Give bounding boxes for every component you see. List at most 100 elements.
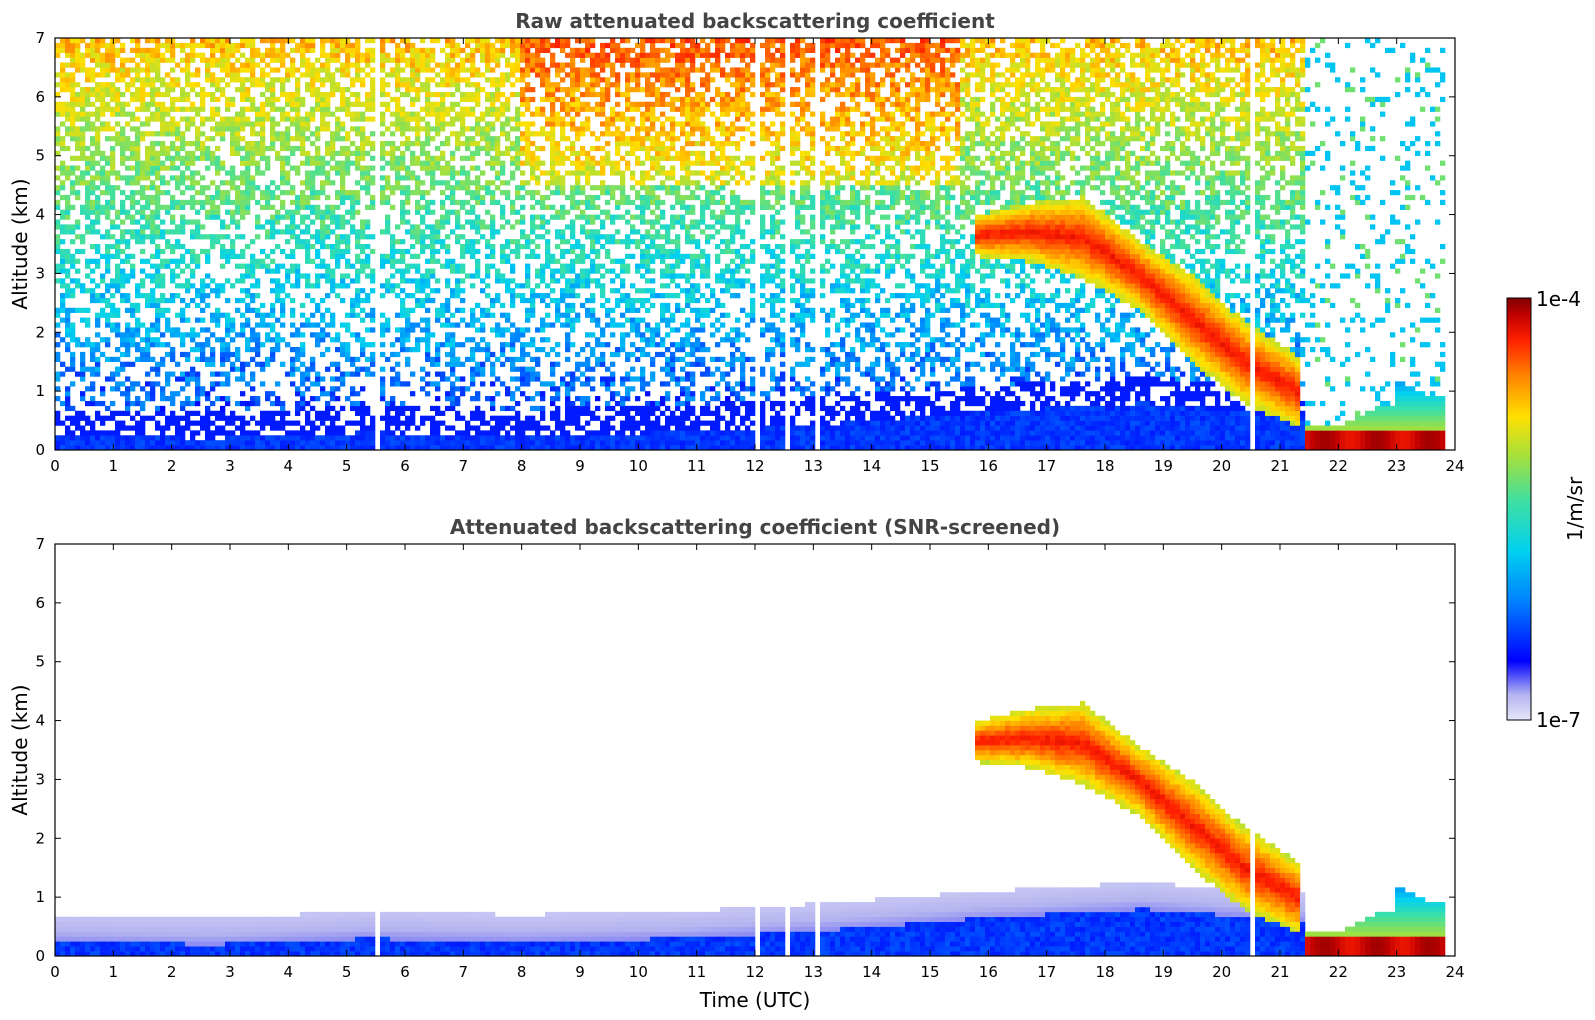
heatmap-cell [85,155,91,161]
heatmap-cell [325,268,331,274]
heatmap-cell [265,219,271,225]
heatmap-cell [550,87,556,93]
heatmap-cell [520,101,526,107]
heatmap-cell [90,224,96,230]
heatmap-cell [225,106,231,112]
heatmap-cell [415,234,421,240]
heatmap-cell [560,229,566,235]
heatmap-cell [80,57,86,63]
heatmap-cell [290,136,296,142]
heatmap-cell [80,430,86,436]
heatmap-cell [510,47,516,54]
heatmap-cell [135,180,141,186]
heatmap-cell [110,219,116,225]
heatmap-cell [310,160,316,166]
heatmap-cell [310,381,316,387]
heatmap-cell [395,82,401,88]
heatmap-cell [200,391,206,397]
heatmap-cell [55,141,61,147]
heatmap-cell [400,67,406,73]
heatmap-cell [470,381,476,387]
heatmap-cell [280,82,286,88]
heatmap-cell [560,101,566,107]
heatmap-cell [425,204,431,210]
heatmap-cell [575,155,581,161]
heatmap-cell [355,77,361,83]
heatmap-cell [290,371,296,377]
heatmap-cell [185,420,191,426]
heatmap-cell [240,96,246,103]
heatmap-cell [110,185,116,191]
heatmap-cell [295,278,301,284]
heatmap-cell [245,190,251,196]
heatmap-cell [85,273,91,279]
heatmap-cell [65,145,71,152]
heatmap-cell [395,62,401,68]
heatmap-cell [130,219,136,225]
heatmap-cell [410,57,416,63]
heatmap-cell [135,283,141,289]
heatmap-cell [460,165,466,171]
heatmap-cell [520,150,526,157]
heatmap-cell [225,381,231,387]
heatmap-cell [385,317,391,323]
heatmap-cell [560,376,566,382]
heatmap-cell [270,307,276,313]
heatmap-cell [420,52,426,58]
heatmap-cell [565,38,571,44]
heatmap-cell [330,317,336,323]
heatmap-cell [435,430,441,436]
heatmap-cell [455,307,461,313]
heatmap-cell [125,327,131,333]
heatmap-cell [415,204,421,210]
heatmap-cell [495,297,501,304]
heatmap-cell [460,116,466,122]
heatmap-cell [170,82,176,88]
heatmap-cell [190,435,196,441]
heatmap-cell [520,420,526,426]
heatmap-cell [540,435,546,441]
heatmap-cell [560,190,566,196]
heatmap-cell [445,185,451,191]
heatmap-cell [115,356,121,363]
heatmap-cell [365,180,371,186]
heatmap-cell [170,145,176,152]
heatmap-cell [70,136,76,142]
heatmap-cell [120,283,126,289]
heatmap-cell [435,420,441,426]
heatmap-cell [235,263,241,269]
heatmap-cell [320,52,326,58]
heatmap-cell [60,293,66,299]
heatmap-cell [360,410,366,416]
heatmap-cell [410,190,416,196]
heatmap-cell [105,91,111,98]
heatmap-cell [350,199,356,206]
heatmap-cell [90,371,96,377]
heatmap-cell [55,47,61,54]
heatmap-cell [280,248,286,255]
heatmap-cell [195,82,201,88]
heatmap-cell [445,82,451,88]
heatmap-cell [275,57,281,63]
heatmap-cell [170,42,176,49]
heatmap-cell [400,199,406,206]
heatmap-cell [95,293,101,299]
heatmap-cell [480,347,486,353]
heatmap-cell [440,302,446,309]
heatmap-cell [130,440,136,446]
heatmap-cell [480,219,486,225]
heatmap-cell [235,175,241,181]
heatmap-cell [545,82,551,88]
heatmap-cell [475,72,481,78]
heatmap-cell [220,91,226,98]
heatmap-cell [430,101,436,107]
heatmap-cell [225,209,231,215]
heatmap-cell [140,160,146,166]
heatmap-cell [330,312,336,318]
heatmap-cell [360,430,366,436]
heatmap-cell [65,82,71,88]
heatmap-cell [430,445,436,450]
heatmap-cell [175,224,181,230]
heatmap-cell [550,386,556,392]
heatmap-cell [165,91,171,98]
